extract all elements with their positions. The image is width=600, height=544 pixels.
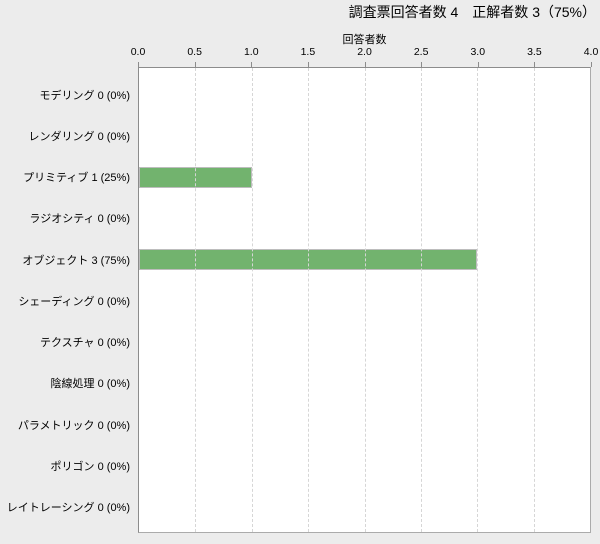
category-label: パラメトリック 0 (0%): [17, 419, 130, 432]
category-label: プリミティブ 1 (25%): [23, 172, 130, 185]
gridline: [364, 68, 366, 532]
chart-title: 調査票回答者数 4 正解者数 3（75%）: [348, 4, 596, 20]
x-tick-mark: [307, 62, 309, 67]
x-axis-tick-marks: [138, 62, 592, 67]
gridline: [533, 68, 535, 532]
x-tick-label: 4.0: [583, 46, 599, 58]
category-label: 陰線処理 0 (0%): [50, 378, 130, 391]
category-label: シェーディング 0 (0%): [18, 295, 130, 308]
category-label: ポリゴン 0 (0%): [50, 461, 130, 474]
category-label: レイトレーシング 0 (0%): [6, 502, 130, 515]
x-axis-tick-labels: 0.0 0.5 1.0 1.5 2.0 2.5 3.0 3.5 4.0: [131, 46, 599, 59]
x-tick-label: 1.5: [300, 46, 316, 58]
x-tick-mark: [138, 62, 139, 67]
x-tick-mark: [591, 62, 592, 67]
x-tick-mark: [364, 62, 366, 67]
gridline: [251, 68, 253, 532]
gridline: [195, 68, 197, 532]
x-tick-label: 2.5: [413, 46, 429, 58]
y-axis-category-labels: モデリング 0 (0%) レンダリング 0 (0%) プリミティブ 1 (25%) ラ…: [0, 67, 130, 533]
gridline: [420, 68, 422, 532]
x-tick-mark: [421, 62, 423, 67]
x-tick-mark: [194, 62, 196, 67]
category-label: モデリング 0 (0%): [39, 89, 130, 102]
x-tick-label: 3.5: [527, 46, 542, 58]
category-label: オブジェクト 3 (75%): [22, 254, 130, 267]
category-label: テクスチャ 0 (0%): [39, 337, 130, 350]
x-tick-label: 3.0: [470, 46, 486, 58]
x-tick-mark: [477, 62, 479, 67]
plot-area: [138, 67, 591, 533]
gridline: [477, 68, 479, 532]
x-tick-label: 0.0: [130, 46, 146, 58]
category-label: レンダリング 0 (0%): [28, 130, 130, 143]
x-tick-label: 1.0: [243, 46, 259, 58]
x-axis-title: 回答者数: [342, 34, 387, 46]
x-tick-label: 0.5: [187, 46, 202, 58]
gridline: [308, 68, 310, 532]
category-label: ラジオシティ 0 (0%): [29, 213, 130, 226]
x-tick-mark: [534, 62, 536, 67]
x-tick-label: 2.0: [357, 46, 372, 58]
x-tick-mark: [251, 62, 253, 67]
